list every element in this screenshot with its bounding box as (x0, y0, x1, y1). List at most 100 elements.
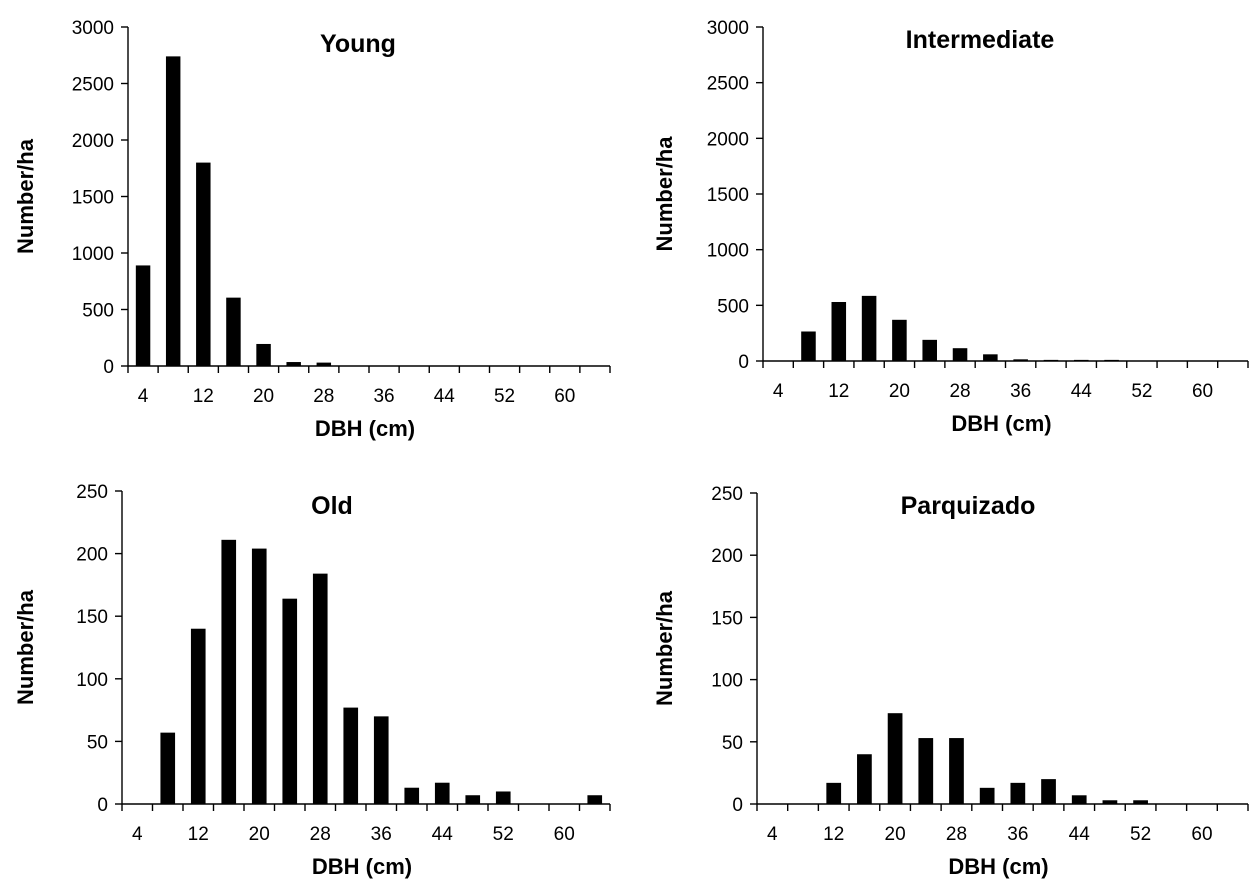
y-axis-title: Number/ha (13, 589, 38, 705)
bar-dbh-8 (160, 732, 176, 804)
y-tick-label: 0 (732, 795, 743, 816)
chart-panel-parquizado: 0 50 100 150 200 250 4 12 20 28 36 44 52 60 Parquizado… (652, 484, 1249, 879)
bar-dbh-40 (1041, 779, 1056, 804)
x-tick-label: 4 (767, 824, 778, 845)
y-tick-label: 50 (722, 733, 743, 754)
y-tick-label: 50 (87, 732, 108, 753)
chart-title: Parquizado (901, 492, 1036, 520)
bar-dbh-40 (1043, 359, 1059, 361)
bar-dbh-24 (922, 339, 937, 361)
y-tick-label: 1000 (72, 244, 114, 265)
y-axis-title: Number/ha (652, 136, 677, 252)
x-tick-label: 44 (432, 824, 454, 845)
bar-dbh-28 (952, 348, 968, 361)
x-tick-label: 52 (494, 386, 515, 407)
chart-title: Young (320, 30, 396, 58)
bar-dbh-36 (1010, 782, 1026, 804)
x-tick-label: 60 (1192, 381, 1213, 402)
bar-dbh-20 (256, 343, 271, 366)
bar-dbh-4 (135, 265, 151, 366)
x-axis-title: DBH (cm) (948, 854, 1048, 879)
x-tick-label: 12 (188, 824, 209, 845)
bar-dbh-36 (373, 716, 389, 804)
y-tick-label: 250 (76, 482, 108, 503)
bar-dbh-24 (286, 362, 301, 366)
x-tick-label: 60 (1191, 824, 1212, 845)
x-tick-label: 60 (554, 386, 575, 407)
bar-dbh-8 (801, 331, 816, 361)
y-tick-label: 500 (82, 301, 114, 322)
x-tick-label: 36 (1010, 381, 1031, 402)
x-axis-title: DBH (cm) (951, 411, 1051, 436)
x-tick-label: 52 (1131, 381, 1152, 402)
x-tick-label: 4 (138, 386, 149, 407)
bar-dbh-12 (196, 162, 211, 366)
y-axis-title: Number/ha (652, 590, 677, 706)
y-tick-label: 150 (76, 607, 108, 628)
y-tick-label: 2500 (707, 74, 749, 95)
x-tick-label: 4 (132, 824, 143, 845)
y-tick-label: 1500 (707, 185, 749, 206)
x-tick-label: 12 (823, 824, 844, 845)
bar-dbh-32 (979, 787, 995, 804)
bar-dbh-12 (826, 782, 842, 804)
x-axis-title: DBH (cm) (312, 854, 412, 879)
x-tick-label: 36 (373, 386, 394, 407)
bar-dbh-48 (1104, 359, 1119, 361)
bar-dbh-20 (892, 319, 907, 361)
y-tick-label: 2000 (707, 129, 749, 150)
x-tick-label: 28 (310, 824, 331, 845)
y-tick-label: 200 (711, 546, 743, 567)
y-tick-label: 2500 (72, 75, 114, 96)
bar-dbh-12 (190, 628, 206, 804)
y-tick-label: 1500 (72, 188, 114, 209)
bar-dbh-44 (1074, 359, 1089, 361)
bar-dbh-16 (221, 539, 237, 804)
bar-dbh-52 (495, 791, 511, 804)
y-tick-label: 3000 (72, 18, 114, 39)
y-tick-label: 0 (97, 795, 108, 816)
chart-panel-young: 0 500 1000 1500 2000 2500 3000 4 12 20 28 36 44 52 60 Y… (13, 18, 611, 441)
y-tick-label: 2000 (72, 131, 114, 152)
bar-dbh-36 (1013, 359, 1028, 361)
bar-dbh-28 (949, 738, 964, 804)
x-tick-label: 28 (949, 381, 970, 402)
bar-dbh-20 (251, 548, 267, 804)
y-tick-label: 250 (711, 484, 743, 505)
x-axis-title: DBH (cm) (315, 416, 415, 441)
bar-dbh-64 (587, 795, 603, 804)
bar-dbh-16 (226, 297, 241, 366)
y-tick-label: 1000 (707, 241, 749, 262)
y-tick-label: 100 (76, 670, 108, 691)
bar-dbh-48 (1102, 800, 1118, 804)
x-tick-label: 28 (946, 824, 967, 845)
bar-dbh-32 (983, 354, 998, 361)
x-tick-label: 36 (371, 824, 392, 845)
x-tick-label: 44 (434, 386, 456, 407)
bar-dbh-32 (343, 707, 359, 804)
x-tick-label: 44 (1069, 824, 1091, 845)
bar-dbh-16 (857, 754, 872, 804)
bar-dbh-24 (282, 598, 298, 804)
bar-dbh-16 (861, 295, 877, 361)
bar-dbh-48 (465, 795, 481, 804)
y-tick-label: 500 (717, 296, 749, 317)
bar-dbh-44 (1071, 795, 1087, 804)
y-tick-label: 150 (711, 608, 743, 629)
chart-title: Old (311, 492, 353, 520)
bar-dbh-12 (831, 301, 847, 361)
x-tick-label: 20 (885, 824, 906, 845)
x-tick-label: 60 (554, 824, 575, 845)
bar-dbh-40 (404, 787, 420, 804)
bar-dbh-44 (434, 782, 450, 804)
y-axis-title: Number/ha (13, 138, 38, 254)
bar-dbh-52 (1133, 800, 1148, 804)
bar-dbh-28 (316, 362, 332, 366)
x-tick-label: 20 (253, 386, 274, 407)
x-tick-label: 52 (1130, 824, 1151, 845)
x-tick-label: 52 (493, 824, 514, 845)
x-tick-label: 28 (313, 386, 334, 407)
y-tick-label: 0 (103, 357, 114, 378)
chart-title: Intermediate (906, 26, 1055, 54)
